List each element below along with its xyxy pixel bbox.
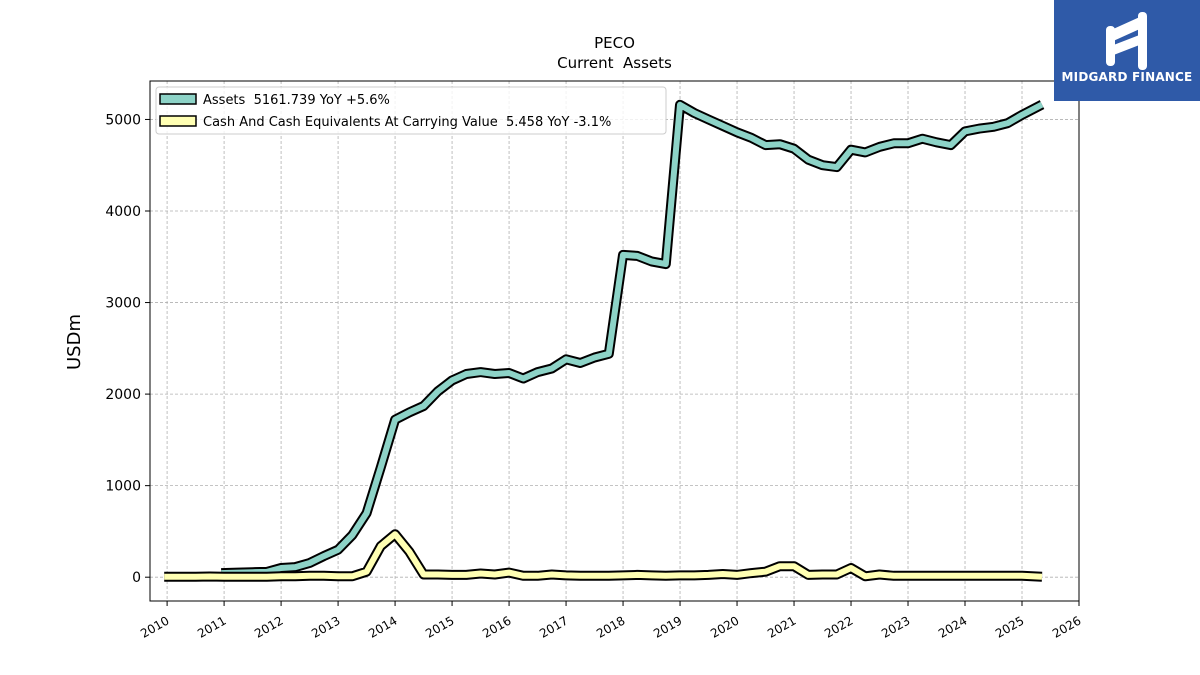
legend-swatch-assets — [159, 93, 197, 105]
x-tick-label: 2013 — [309, 613, 342, 640]
x-tick-label: 2017 — [537, 613, 570, 640]
y-tick-label: 1000 — [105, 479, 141, 495]
x-tick-label: 2015 — [423, 613, 456, 640]
x-tick-label: 2019 — [651, 613, 684, 640]
x-tick-label: 2011 — [195, 613, 228, 640]
x-tick-label: 2024 — [936, 613, 969, 640]
series-layer — [164, 99, 1045, 582]
legend-swatch-cash — [159, 115, 197, 127]
x-tick-label: 2022 — [822, 613, 855, 640]
x-tick-label: 2020 — [708, 613, 741, 640]
x-tick-label: 2021 — [765, 613, 798, 640]
legend: Assets 5161.739 YoY +5.6% Cash And Cash … — [155, 86, 667, 135]
x-tick-label: 2016 — [480, 613, 513, 640]
brand-logo: MIDGARD FINANCE — [1054, 0, 1200, 101]
legend-label-assets: Assets 5161.739 YoY +5.6% — [203, 93, 390, 108]
y-axis: 0 1000 2000 3000 4000 5000 — [105, 112, 150, 586]
y-tick-label: 3000 — [105, 296, 141, 312]
x-axis: 2010 2011 2012 2013 2014 2015 2016 2017 2018 2019… — [138, 601, 1084, 641]
legend-label-cash: Cash And Cash Equivalents At Carrying Va… — [203, 115, 611, 130]
series-line-cash — [164, 531, 1043, 580]
chart-subtitle: Current Assets — [557, 54, 672, 72]
plot-frame — [149, 80, 1080, 602]
x-tick-label: 2018 — [594, 613, 627, 640]
midgard-logo-icon — [1106, 12, 1147, 70]
brand-name: MIDGARD FINANCE — [1061, 70, 1193, 84]
grid-lines — [150, 81, 1079, 601]
series-outline-assets — [221, 99, 1045, 579]
x-tick-label: 2010 — [138, 613, 171, 640]
y-tick-label: 2000 — [105, 387, 141, 403]
y-tick-label: 4000 — [105, 204, 141, 220]
y-axis-label: USDm — [64, 314, 85, 370]
x-tick-label: 2025 — [993, 613, 1026, 640]
y-tick-label: 0 — [132, 570, 141, 586]
legend-box — [155, 86, 667, 135]
y-tick-label: 5000 — [105, 112, 141, 128]
x-tick-label: 2012 — [252, 613, 285, 640]
x-tick-label: 2023 — [879, 613, 912, 640]
chart-title: PECO — [594, 34, 635, 52]
x-tick-label: 2014 — [366, 613, 399, 640]
x-tick-label: 2026 — [1050, 613, 1083, 640]
series-line-assets — [221, 101, 1044, 577]
